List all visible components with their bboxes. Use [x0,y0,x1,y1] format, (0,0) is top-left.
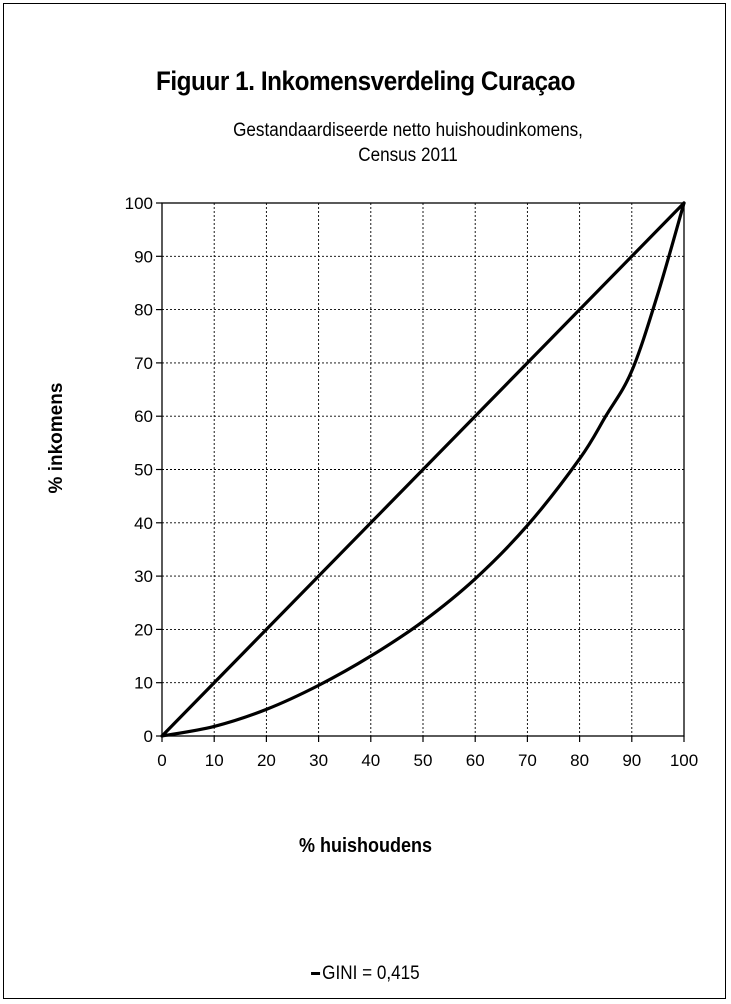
x-tick-label: 40 [361,751,380,770]
subtitle-line-2: Census 2011 [358,145,458,166]
y-tick-label: 0 [144,727,153,746]
y-tick-label: 50 [134,461,153,480]
tick-labels: 0 10 20 30 40 50 60 70 80 90 100 0 10 20 30 40 50 60 70 80 9… [125,194,699,770]
x-tick-label: 50 [414,751,433,770]
chart-title: Figuur 1. Inkomensverdeling Curaçao [155,66,576,96]
y-tick-label: 70 [134,354,153,373]
x-tick-label: 0 [157,751,166,770]
chart-subtitle: Gestandaardiseerde netto huishoudinkomen… [206,118,611,168]
subtitle-line-1: Gestandaardiseerde netto huishoudinkomen… [233,120,583,141]
y-tick-label: 40 [134,514,153,533]
x-tick-label: 20 [257,751,276,770]
x-tick-label: 90 [622,751,641,770]
series-lines [160,201,686,738]
x-tick-label: 100 [670,751,698,770]
equality-line [160,201,686,738]
y-tick-label: 80 [134,301,153,320]
y-tick-label: 90 [134,247,153,266]
y-tick-label: 60 [134,407,153,426]
y-tick-label: 30 [134,567,153,586]
x-tick-label: 70 [518,751,537,770]
legend: GINI = 0,415 [37,963,695,985]
x-axis-label: % huishoudens [298,835,433,857]
lorenz-curve [160,201,686,738]
grid-lines [156,202,685,742]
y-tick-label: 10 [134,674,153,693]
y-tick-label: 100 [125,194,153,213]
legend-swatch [311,972,321,976]
x-tick-label: 30 [309,751,328,770]
legend-label: GINI = 0,415 [322,963,420,984]
x-tick-label: 80 [570,751,589,770]
chart-frame [3,3,726,999]
x-tick-label: 10 [205,751,224,770]
y-tick-label: 20 [134,620,153,639]
x-tick-label: 60 [466,751,485,770]
